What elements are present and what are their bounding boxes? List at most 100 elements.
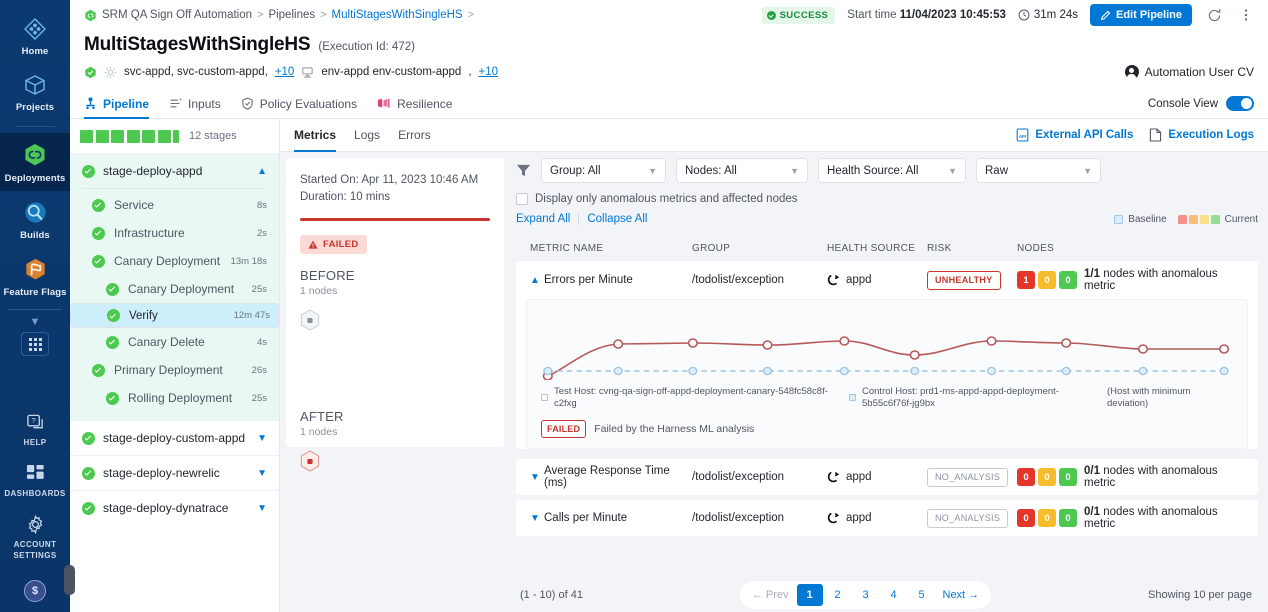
expand-all-link[interactable]: Expand All [516,213,571,225]
stage-step-primary-deployment[interactable]: Primary Deployment 26s [70,356,279,384]
data-point [762,340,773,350]
more-options-icon[interactable] [1236,5,1256,25]
refresh-icon[interactable] [1204,5,1224,25]
sidebar-item-deployments[interactable]: Deployments [0,133,70,191]
chevron-down-icon[interactable]: ▼ [530,512,540,524]
metric-row-header[interactable]: ▲ Errors per Minute /todolist/exception [516,261,1258,299]
pagination-page-1[interactable]: 1 [796,584,823,606]
breadcrumb-sep: > [320,9,327,21]
stage-step-infrastructure[interactable]: Infrastructure 2s [70,219,279,247]
select-value: Nodes: All [685,164,737,177]
tab-pipeline[interactable]: Pipeline [84,89,149,119]
environments-more-link[interactable]: +10 [478,66,499,78]
stage-step-canary-delete[interactable]: Canary Delete 4s [70,328,279,356]
after-title: AFTER [300,409,344,424]
nodes-label: nodes with anomalous metric [1084,506,1218,530]
sidebar-item-feature-flags[interactable]: Feature Flags [0,248,70,305]
tab-metrics[interactable]: Metrics [294,119,336,152]
status-success-icon [92,226,105,240]
sidebar-item-account-settings[interactable]: ACCOUNT SETTINGS [0,506,70,568]
stage-group-header[interactable]: stage-deploy-appd ▲ [70,154,279,188]
chevron-down-icon[interactable]: ▼ [257,432,267,444]
pagination-page-3[interactable]: 3 [862,589,869,601]
metric-name: Calls per Minute [544,512,628,524]
metric-health-source: appd [827,274,927,287]
group-filter-select[interactable]: Group: All ▼ [541,158,666,183]
metric-chart[interactable]: Test Host: cvng-qa-sign-off-appd-deploym… [526,299,1248,449]
sidebar-item-help[interactable]: ? HELP [0,404,70,455]
grid-icon [28,337,42,351]
sidebar-resize-handle[interactable] [64,565,75,595]
pagination-next[interactable]: Next → [942,589,980,601]
stage-group-header[interactable]: stage-deploy-custom-appd ▼ [70,421,279,455]
before-node-hex[interactable] [300,309,490,331]
pagination-prev[interactable]: ← Prev [751,589,789,601]
execution-logs-link[interactable]: Execution Logs [1149,128,1254,142]
sidebar-item-label: ACCOUNT SETTINGS [13,540,57,560]
after-node-hex[interactable] [300,450,490,472]
chevron-down-icon[interactable]: ▼ [257,502,267,514]
chevron-down-icon[interactable]: ▼ [530,471,540,483]
health-source-filter-select[interactable]: Health Source: All ▼ [818,158,966,183]
anomalous-checkbox[interactable] [516,193,528,205]
external-api-calls-link[interactable]: API External API Calls [1016,128,1133,142]
stage-group-label: stage-deploy-dynatrace [103,501,229,515]
breadcrumb-item-1[interactable]: Pipelines [268,9,316,21]
fail-badge: FAILED [541,420,587,438]
sidebar-item-dashboards[interactable]: DASHBOARDS [0,455,70,506]
stage-step-canary-deployment[interactable]: Canary Deployment 25s [70,275,279,303]
sidebar-item-home[interactable]: Home [0,8,70,64]
tab-inputs[interactable]: Inputs [169,89,221,119]
stage-step-service[interactable]: Service 8s [70,191,279,219]
stage-list[interactable]: stage-deploy-appd ▲ Service 8s [70,153,279,612]
filter-icon[interactable] [516,163,531,178]
top-bar-right: SUCCESS Start time 11/04/2023 10:45:53 3… [761,4,1256,26]
metric-row-header[interactable]: ▼ Calls per Minute /todolist/exception [516,500,1258,536]
tab-policy-evaluations[interactable]: Policy Evaluations [241,89,357,119]
chip-green: 0 [1059,509,1077,527]
chip-yellow: 0 [1038,509,1056,527]
breadcrumb-item-2[interactable]: MultiStagesWithSingleHS [331,9,463,21]
chevron-up-icon[interactable]: ▲ [257,165,267,177]
stage-group-deploy-appd: stage-deploy-appd ▲ Service 8s [70,153,279,420]
svg-text:?: ? [31,416,35,425]
chevron-down-icon: ▼ [1083,165,1092,176]
collapse-all-link[interactable]: Collapse All [587,213,648,225]
divider [578,213,580,225]
chevron-up-icon[interactable]: ▲ [530,274,540,286]
metric-row-header[interactable]: ▼ Average Response Time (ms) /todolist/e… [516,459,1258,495]
metric-nodes: 1 0 0 1/1 nodes with anomalous metric [1017,268,1244,292]
services-more-link[interactable]: +10 [274,66,295,78]
stage-step-verify[interactable]: Verify 12m 47s [70,303,279,328]
stage-step-canary-deployment-group[interactable]: Canary Deployment 13m 18s [70,247,279,275]
raw-filter-select[interactable]: Raw ▼ [976,158,1101,183]
tab-errors[interactable]: Errors [398,119,431,152]
chevron-down-icon[interactable]: ▼ [257,467,267,479]
chevron-down-icon[interactable]: ▼ [29,316,41,328]
app-grid-button[interactable] [21,332,49,356]
console-view-toggle[interactable] [1226,96,1254,111]
tab-logs[interactable]: Logs [354,119,380,152]
stage-step-rolling-deployment[interactable]: Rolling Deployment 25s [70,384,279,412]
pagination-page-5[interactable]: 5 [918,589,925,601]
project-hex-icon [84,9,97,22]
sidebar-item-projects[interactable]: Projects [0,64,70,120]
chip-green: 0 [1059,271,1077,289]
stage-group-label: stage-deploy-custom-appd [103,431,246,445]
pagination-page-4[interactable]: 4 [890,589,897,601]
pagination-page-2[interactable]: 2 [834,589,841,601]
gear-icon [26,515,45,534]
control-host-label: Control Host: [862,386,918,397]
baseline-point [613,366,623,376]
stage-group-header[interactable]: stage-deploy-newrelic ▼ [70,456,279,490]
tab-resilience[interactable]: Resilience [377,89,452,119]
breadcrumb-item-0[interactable]: SRM QA Sign Off Automation [102,9,252,21]
nodes-filter-select[interactable]: Nodes: All ▼ [676,158,808,183]
edit-pipeline-button[interactable]: Edit Pipeline [1089,4,1192,26]
sidebar-item-builds[interactable]: Builds [0,191,70,248]
account-coin-badge[interactable]: $ [24,580,46,602]
environments-sep: , [468,66,472,78]
stage-group-header[interactable]: stage-deploy-dynatrace ▼ [70,491,279,525]
service-icon [104,66,117,79]
